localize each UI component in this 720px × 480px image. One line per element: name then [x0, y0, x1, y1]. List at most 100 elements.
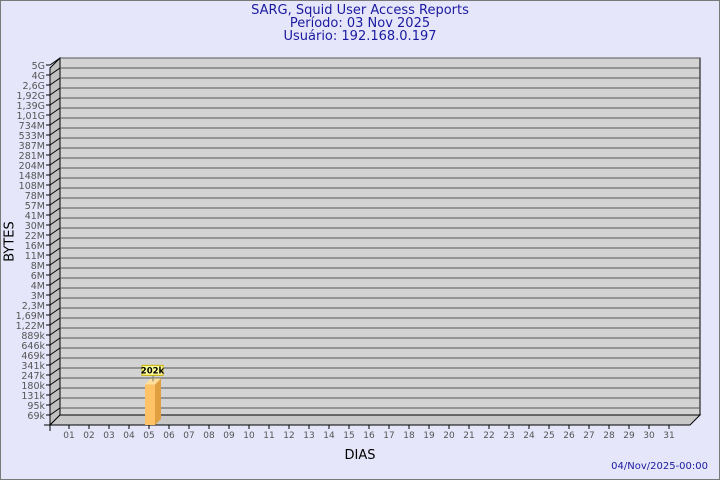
gridline-slant — [49, 187, 61, 196]
gridline-slant — [49, 357, 61, 366]
y-tick-label: 5G — [32, 61, 45, 72]
y-tick-label: 57M — [25, 201, 45, 212]
y-tick-label: 1,92G — [16, 91, 45, 102]
gridline-slant — [49, 297, 61, 306]
y-tick-label: 387M — [19, 141, 45, 152]
gridline-slant — [49, 97, 61, 106]
gridline-slant — [49, 237, 61, 246]
gridline-slant — [49, 287, 61, 296]
gridline-slant — [49, 157, 61, 166]
gridline-slant — [49, 177, 61, 186]
y-tick-label: 281M — [19, 151, 45, 162]
x-tick-label: 26 — [563, 431, 575, 441]
gridline-slant — [49, 347, 61, 356]
x-tick-label: 11 — [263, 431, 274, 441]
x-tick-label: 14 — [323, 431, 335, 441]
bar-03 — [145, 384, 155, 425]
y-tick-label: 16M — [25, 241, 45, 252]
x-tick-label: 06 — [163, 431, 175, 441]
x-tick-label: 03 — [103, 431, 114, 441]
x-tick-label: 05 — [143, 431, 154, 441]
y-tick-label: 1,01G — [16, 111, 45, 122]
gridline-slant — [49, 247, 61, 256]
x-tick-label: 12 — [283, 431, 294, 441]
x-tick-label: 17 — [383, 431, 394, 441]
y-tick-label: 4M — [31, 281, 45, 292]
gridline-slant — [49, 197, 61, 206]
x-tick-label: 31 — [663, 431, 674, 441]
y-tick-label: 1,69M — [16, 311, 45, 322]
gridline-slant — [49, 217, 61, 226]
footer-timestamp: 04/Nov/2025-00:00 — [611, 461, 708, 472]
chart-user: Usuário: 192.168.0.197 — [283, 29, 437, 44]
y-tick-label: 2,6G — [23, 81, 45, 92]
gridline-slant — [49, 387, 61, 396]
y-tick-label: 204M — [19, 161, 45, 172]
x-tick-label: 27 — [583, 431, 594, 441]
gridline-slant — [49, 257, 61, 266]
y-tick-label: 1,39G — [16, 101, 45, 112]
y-tick-label: 6M — [31, 271, 45, 282]
y-tick-label: 646k — [21, 341, 45, 352]
gridline-slant — [49, 137, 61, 146]
y-tick-label: 131k — [21, 391, 45, 402]
x-tick-label: 09 — [223, 431, 235, 441]
x-tick-label: 18 — [403, 431, 415, 441]
x-tick-label: 13 — [303, 431, 314, 441]
gridline-slant — [49, 317, 61, 326]
x-tick-label: 28 — [603, 431, 615, 441]
gridline-slant — [49, 367, 61, 376]
gridline-slant — [49, 57, 61, 66]
y-axis-label: BYTES — [2, 221, 18, 262]
y-tick-label: 1,22M — [16, 321, 45, 332]
y-tick-label: 533M — [19, 131, 45, 142]
x-tick-label: 25 — [543, 431, 554, 441]
x-tick-label: 24 — [523, 431, 535, 441]
x-axis-label: DIAS — [344, 448, 376, 463]
gridline-slant — [49, 117, 61, 126]
x-tick-label: 01 — [63, 431, 74, 441]
gridline-slant — [49, 87, 61, 96]
y-tick-label: 22M — [25, 231, 45, 242]
y-tick-label: 69k — [27, 411, 45, 422]
y-tick-label: 95k — [27, 401, 45, 412]
y-tick-label: 341k — [21, 361, 45, 372]
x-tick-label: 08 — [203, 431, 215, 441]
gridline-slant — [49, 67, 61, 76]
bar-side-03 — [155, 378, 161, 425]
gridline-slant — [49, 277, 61, 286]
x-tick-label: 04 — [123, 431, 135, 441]
x-tick-label: 30 — [643, 431, 655, 441]
y-tick-label: 469k — [21, 351, 45, 362]
gridline-slant — [49, 167, 61, 176]
y-tick-label: 41M — [25, 211, 45, 222]
gridline-slant — [49, 107, 61, 116]
x-tick-label: 07 — [183, 431, 194, 441]
x-tick-label: 29 — [623, 431, 635, 441]
data-label: 202k — [141, 366, 165, 376]
x-tick-label: 21 — [463, 431, 474, 441]
y-tick-label: 148M — [19, 171, 45, 182]
gridline-slant — [49, 267, 61, 276]
gridline-slant — [49, 397, 61, 406]
x-tick-label: 20 — [443, 431, 455, 441]
gridline-slant — [49, 327, 61, 336]
y-tick-label: 889k — [21, 331, 45, 342]
plot-back-wall — [59, 57, 701, 416]
gridline-slant — [49, 307, 61, 316]
gridline-slant — [49, 227, 61, 236]
x-tick-label: 22 — [483, 431, 494, 441]
gridline-slant — [49, 147, 61, 156]
x-tick-label: 15 — [343, 431, 354, 441]
y-tick-label: 180k — [21, 381, 45, 392]
x-tick-label: 02 — [83, 431, 94, 441]
x-tick-label: 19 — [423, 431, 435, 441]
y-tick-label: 8M — [31, 261, 45, 272]
y-tick-label: 78M — [25, 191, 45, 202]
y-tick-label: 4G — [32, 71, 45, 82]
y-tick-label: 2,3M — [22, 301, 45, 312]
x-tick-label: 23 — [503, 431, 514, 441]
y-tick-label: 3M — [31, 291, 45, 302]
gridline-slant — [49, 127, 61, 136]
